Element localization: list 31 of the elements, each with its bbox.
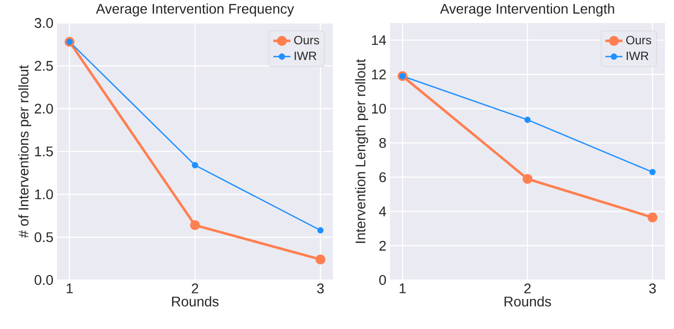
- x-tick-label: 3: [317, 284, 324, 294]
- x-tick-label: 1: [66, 284, 73, 294]
- chart-title: Average Intervention Frequency: [96, 3, 294, 16]
- y-axis-title: Intervention Length per rollout: [355, 58, 368, 243]
- legend-label: Ours: [626, 36, 652, 44]
- y-tick-label: 4: [379, 206, 386, 216]
- y-tick-label: 8: [379, 138, 386, 148]
- x-tick-label: 1: [400, 284, 406, 294]
- chart-title: Average Intervention Length: [440, 3, 614, 16]
- y-tick-label: 0.5: [34, 232, 53, 242]
- y-tick-label: 12: [372, 70, 386, 80]
- y-tick-label: 2.0: [34, 104, 53, 114]
- y-tick-label: 0: [379, 275, 386, 285]
- y-tick-label: 1.5: [35, 146, 53, 156]
- y-tick-label: 1.0: [35, 189, 53, 200]
- y-tick-label: 2: [379, 240, 386, 251]
- y-tick-label: 6: [379, 172, 386, 182]
- y-tick-label: 2.5: [34, 60, 53, 71]
- x-axis-title: Rounds: [504, 296, 552, 306]
- y-tick-label: 14: [372, 35, 386, 45]
- x-tick-label: 2: [192, 284, 198, 294]
- x-axis-title: Rounds: [172, 296, 219, 306]
- x-tick-label: 3: [649, 284, 656, 294]
- legend-label: IWR: [626, 52, 648, 60]
- y-axis-title: # of Interventions per rollout: [18, 65, 32, 238]
- y-tick-label: 0.0: [34, 275, 53, 285]
- x-tick-label: 2: [524, 284, 531, 294]
- y-tick-label: 3.0: [34, 18, 53, 28]
- y-tick-label: 10: [372, 104, 386, 114]
- legend-label: IWR: [294, 52, 316, 60]
- legend-label: Ours: [294, 36, 320, 44]
